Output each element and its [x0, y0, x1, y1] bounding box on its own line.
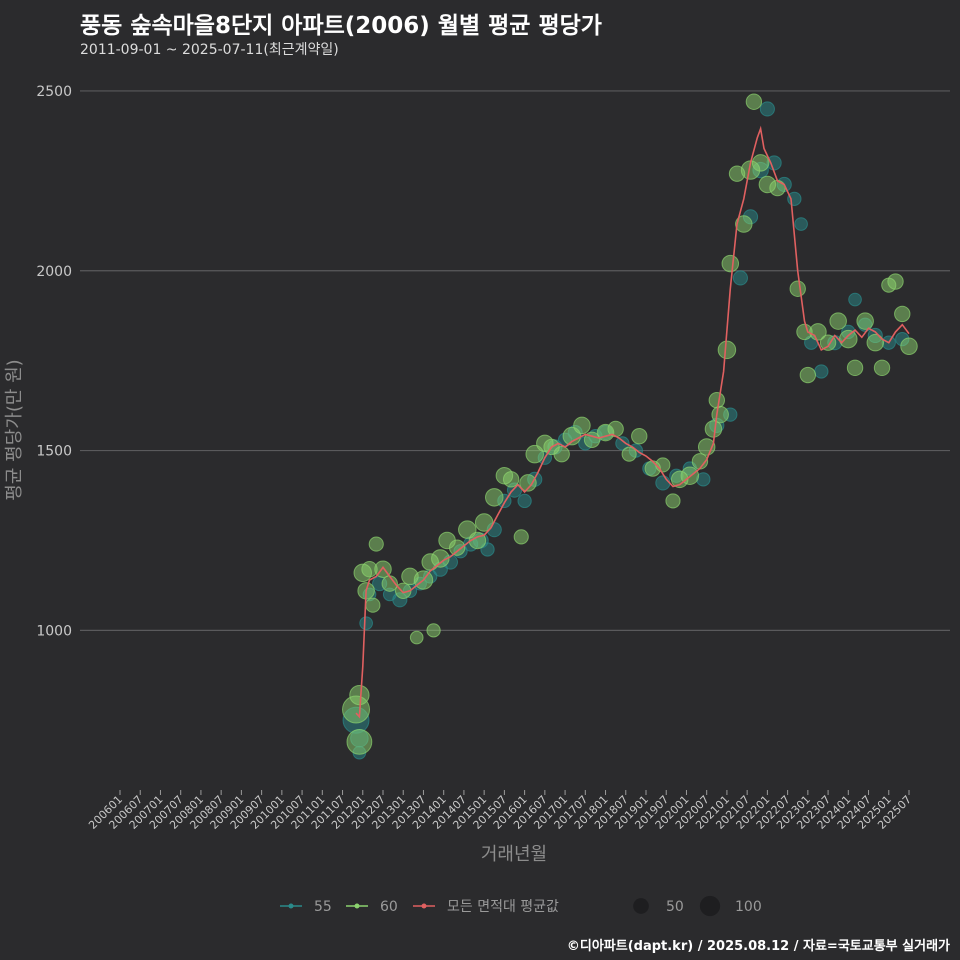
- point-60: [708, 392, 726, 409]
- legend-size-label: 50: [666, 899, 684, 915]
- point-60: [711, 405, 729, 424]
- x-axis-title: 거래년월: [481, 844, 547, 865]
- point-60: [717, 340, 737, 360]
- point-60: [553, 445, 570, 463]
- point-60: [426, 623, 441, 638]
- point-55: [732, 270, 748, 286]
- y-axis-title: 평균 평당가(만 원): [4, 359, 25, 500]
- point-60: [894, 305, 911, 323]
- legend-key-dot: [288, 903, 294, 909]
- point-60: [866, 333, 885, 352]
- y-tick-label: 2000: [36, 264, 72, 280]
- point-60: [349, 684, 370, 706]
- point-60: [346, 728, 373, 755]
- chart-subtitle: 2011-09-01 ~ 2025-07-11(최근계약일): [80, 42, 339, 58]
- point-60: [365, 597, 381, 613]
- y-tick-label: 1000: [36, 623, 72, 639]
- legend: 55 60 모든 면적대 평균값 50 100: [280, 895, 762, 917]
- point-60: [655, 457, 671, 473]
- x-axis-ticks: 2006012006072007012007072008012008072009…: [86, 790, 914, 832]
- point-60: [900, 337, 918, 356]
- point-60: [799, 366, 817, 384]
- point-60: [751, 154, 770, 172]
- y-tick-label: 1500: [36, 444, 72, 460]
- point-60: [502, 471, 520, 488]
- point-60: [873, 359, 891, 377]
- point-60: [448, 539, 466, 556]
- y-axis-ticks: 1000 1500 2000 2500: [36, 84, 72, 639]
- point-55: [359, 616, 373, 630]
- point-55: [787, 191, 802, 206]
- point-60: [573, 416, 591, 435]
- point-60: [735, 215, 753, 233]
- grid-layer: [80, 90, 950, 631]
- legend-key-dot: [421, 903, 427, 909]
- point-60: [665, 493, 681, 509]
- legend-size-label: 100: [735, 899, 762, 915]
- point-60: [513, 529, 529, 545]
- legend-size-circle: [699, 895, 721, 917]
- point-55: [759, 101, 775, 117]
- point-60: [485, 488, 504, 507]
- point-60: [621, 446, 637, 462]
- point-55: [655, 475, 671, 491]
- point-60: [431, 549, 450, 568]
- point-60: [519, 474, 537, 492]
- average-line: [355, 125, 910, 719]
- point-55: [517, 493, 532, 509]
- legend-label: 55: [314, 899, 332, 915]
- chart-title: 풍동 숲속마을8단지 아파트(2006) 월별 평균 평당가: [80, 13, 602, 39]
- point-55: [814, 364, 829, 379]
- legend-label: 모든 면적대 평균값: [447, 899, 559, 915]
- point-60: [721, 254, 740, 273]
- point-60: [887, 273, 904, 290]
- point-55: [480, 542, 495, 557]
- legend-key-dot: [354, 903, 360, 909]
- point-60: [829, 312, 847, 330]
- point-60: [409, 630, 424, 645]
- point-55: [848, 292, 862, 307]
- line-layer: [355, 125, 910, 719]
- legend-size-circle: [633, 898, 649, 914]
- source-caption: ©디아파트(dapt.kr) / 2025.08.12 / 자료=국토교통부 실…: [566, 939, 950, 954]
- point-60: [846, 359, 864, 377]
- point-60: [856, 312, 874, 330]
- point-60: [368, 536, 384, 552]
- point-60: [769, 179, 786, 197]
- point-60: [789, 280, 806, 297]
- y-tick-label: 2500: [36, 84, 72, 100]
- point-55: [794, 217, 808, 231]
- legend-label: 60: [380, 899, 398, 915]
- point-55: [615, 436, 630, 451]
- point-60: [839, 329, 858, 349]
- point-60: [809, 323, 827, 341]
- point-60: [745, 93, 763, 110]
- point-60: [631, 427, 648, 445]
- points-layer: [342, 93, 918, 760]
